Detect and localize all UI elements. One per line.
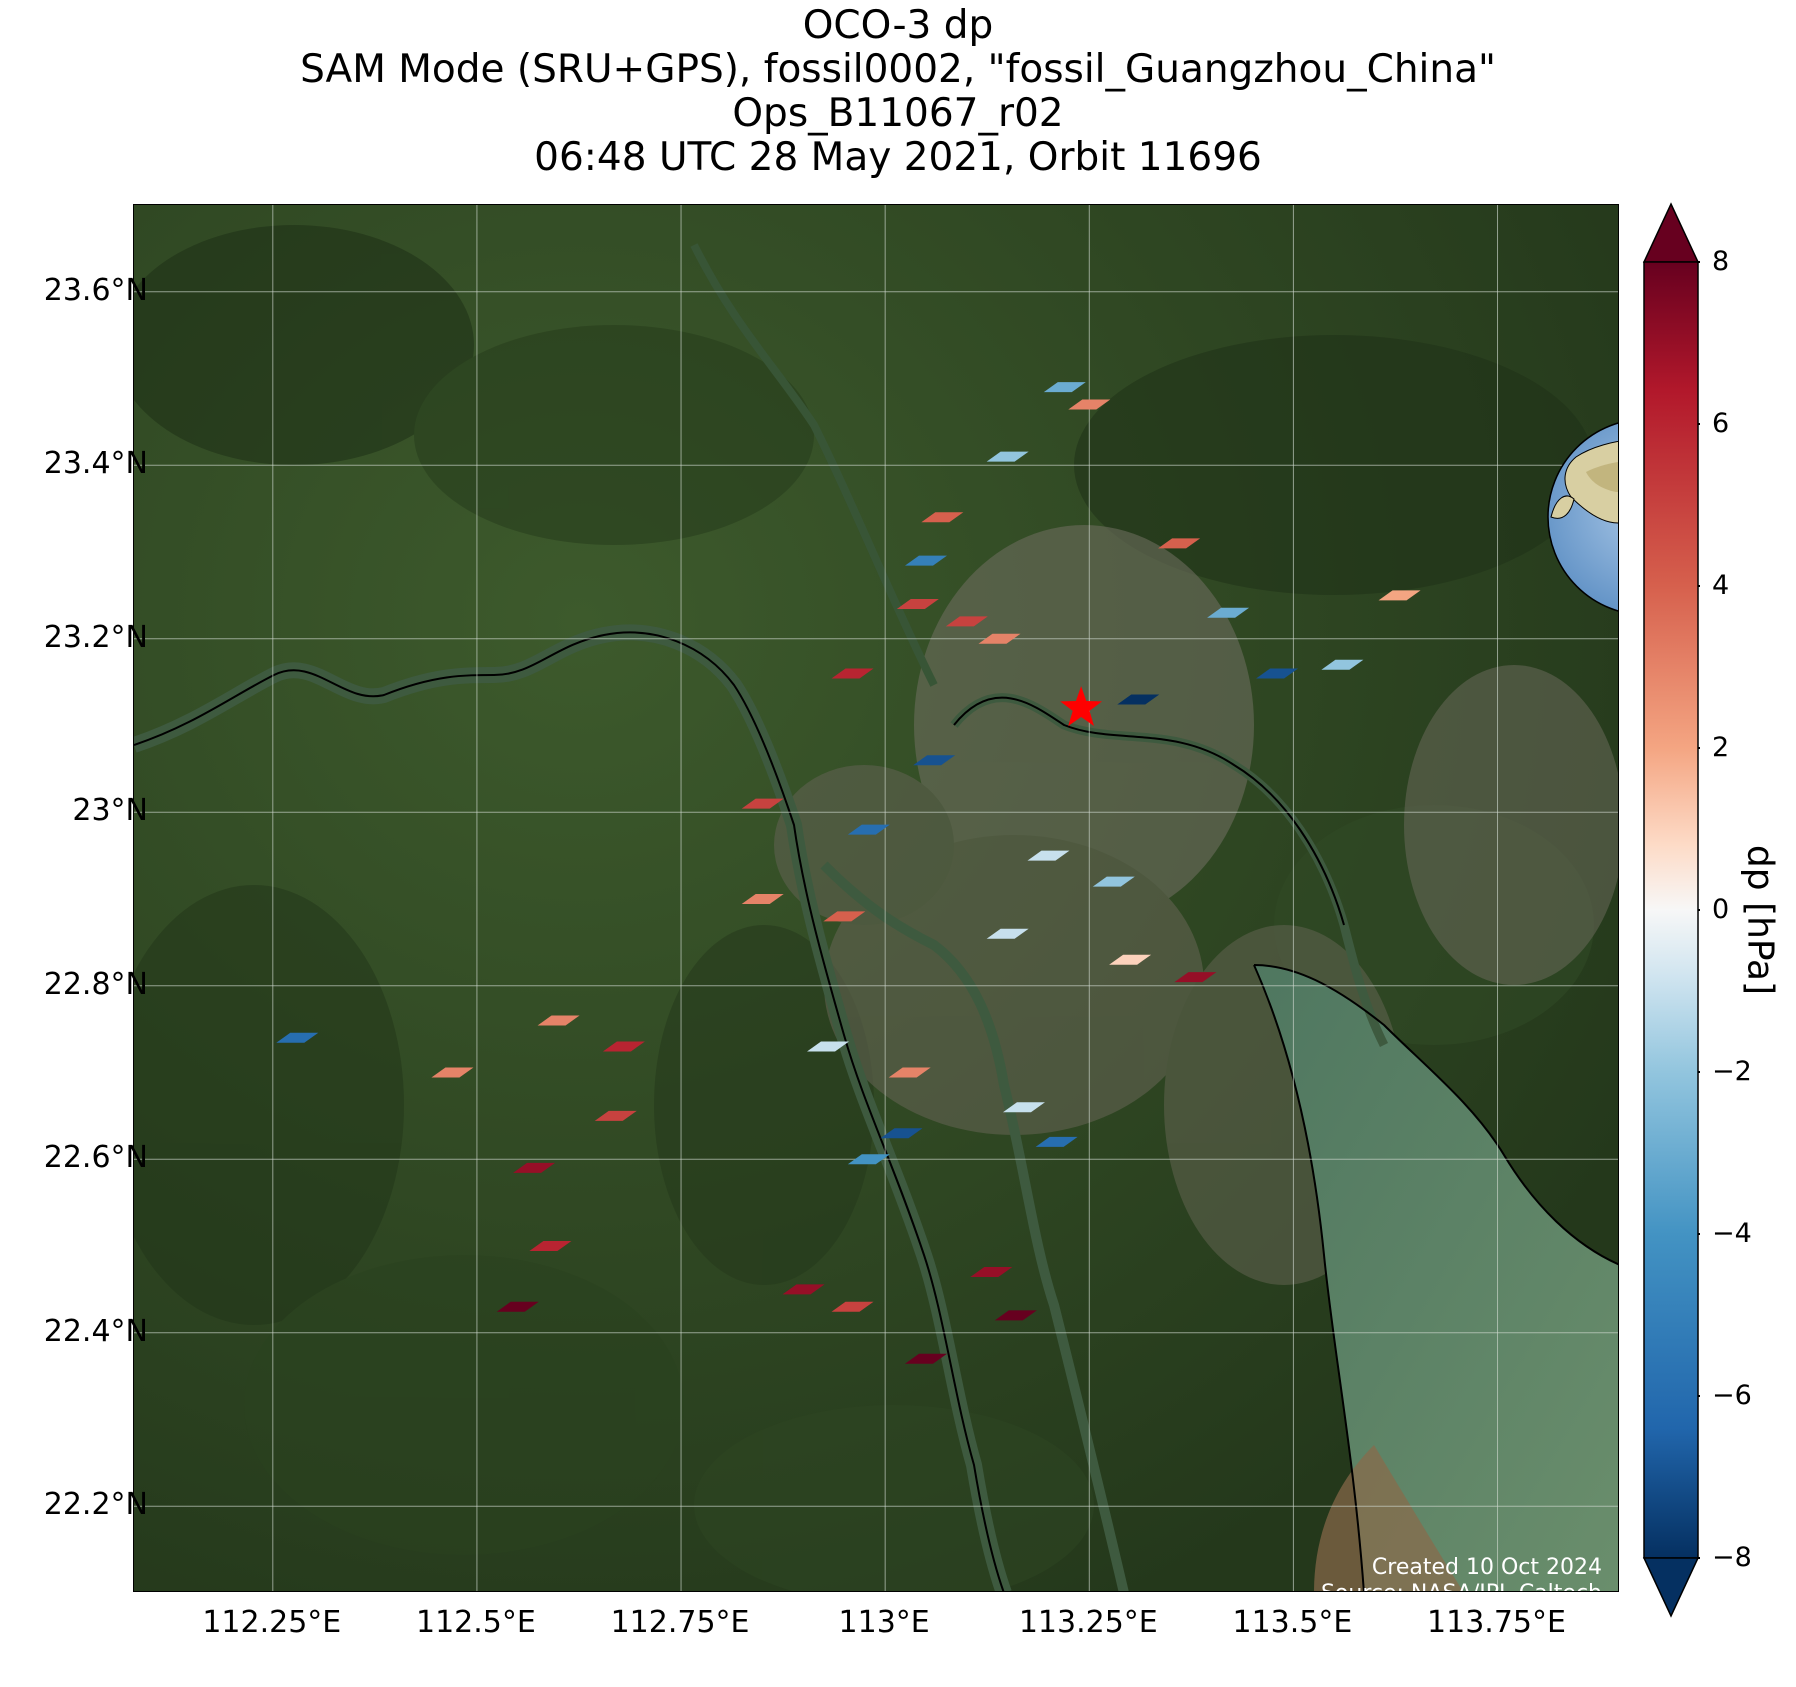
sounding-footprint <box>823 911 866 922</box>
sounding-footprint <box>1117 694 1160 705</box>
map-canvas[interactable] <box>134 205 1619 1592</box>
colorbar-extend-max <box>1642 202 1700 263</box>
sounding-footprint <box>807 1041 850 1052</box>
sounding-footprint <box>513 1162 556 1173</box>
sounding-footprint <box>594 1110 637 1121</box>
lat-tick-label: 22.8°N <box>43 966 148 1002</box>
coastline-estuary-east <box>1253 964 1618 1266</box>
sounding-footprint <box>1207 607 1250 618</box>
colorbar-tick-label: 8 <box>1712 246 1730 277</box>
coastline-west-river <box>134 631 1005 1591</box>
globe-himalaya <box>1586 462 1618 492</box>
sounding-footprint <box>276 1032 319 1043</box>
colorbar-tick-label: −8 <box>1712 1542 1752 1573</box>
title-line-4: 06:48 UTC 28 May 2021, Orbit 11696 <box>534 135 1262 180</box>
sounding-footprint <box>904 1353 947 1364</box>
sounding-footprint <box>978 633 1021 644</box>
sounding-footprint <box>986 928 1029 939</box>
colorbar-tick-label: 2 <box>1712 732 1730 763</box>
sounding-footprint <box>1043 382 1086 393</box>
colorbar <box>1642 202 1700 1618</box>
sounding-footprint <box>1256 668 1299 679</box>
sounding-footprint <box>1321 659 1364 670</box>
sediment-plume <box>1314 1445 1463 1591</box>
lat-tick-label: 22.4°N <box>43 1313 148 1349</box>
target-star-icon <box>1060 686 1103 726</box>
lon-tick-label: 112.25°E <box>202 1605 342 1640</box>
colorbar-tick-label: −4 <box>1712 1218 1752 1249</box>
sounding-footprint <box>847 824 890 835</box>
colorbar-tick-label: 6 <box>1712 408 1730 439</box>
sounding-footprints <box>276 382 1421 1364</box>
sounding-footprint <box>1027 850 1070 861</box>
sounding-footprint <box>782 1284 825 1295</box>
sounding-footprint <box>945 616 988 627</box>
sounding-footprint <box>904 555 947 566</box>
sounding-footprint <box>994 1310 1037 1321</box>
lon-tick-label: 113.25°E <box>1018 1605 1158 1640</box>
inset-globe <box>1547 422 1618 612</box>
globe-africa-edge <box>1550 495 1575 519</box>
sounding-footprint <box>913 755 956 766</box>
sounding-footprint <box>1068 399 1111 410</box>
sounding-footprint <box>1158 538 1201 549</box>
sounding-footprint <box>921 512 964 523</box>
lat-tick-label: 23.4°N <box>43 446 148 482</box>
title-line-3: Ops_B11067_r02 <box>732 91 1064 136</box>
estuary-water <box>1254 965 1618 1591</box>
north-river <box>820 861 1129 1591</box>
northern-river <box>690 243 938 687</box>
colorbar-gradient <box>1643 261 1699 1559</box>
sounding-footprint <box>1378 590 1421 601</box>
sounding-footprint <box>1035 1136 1078 1147</box>
sounding-footprint <box>896 599 939 610</box>
sounding-footprint <box>831 668 874 679</box>
colorbar-extend-min <box>1642 1557 1700 1618</box>
sounding-footprint <box>1092 876 1135 887</box>
sounding-footprint <box>1002 1102 1045 1113</box>
sounding-footprint <box>986 451 1029 462</box>
sounding-footprint <box>970 1267 1013 1278</box>
colorbar-tick-label: −2 <box>1712 1056 1752 1087</box>
title-line-1: OCO-3 dp <box>802 3 994 48</box>
lon-tick-label: 113.75°E <box>1427 1605 1566 1640</box>
lon-tick-label: 113.5°E <box>1232 1605 1353 1640</box>
colorbar-tick-label: −6 <box>1712 1380 1752 1411</box>
credit-created: Created 10 Oct 2024 <box>1371 1555 1602 1580</box>
coastline-estuary-west <box>1253 964 1365 1591</box>
lon-tick-label: 112.5°E <box>416 1605 536 1640</box>
graticule <box>134 205 1618 1591</box>
colorbar-tick-label: 0 <box>1712 894 1730 925</box>
sounding-footprint <box>831 1301 874 1312</box>
lat-tick-label: 23.2°N <box>43 619 148 655</box>
sounding-footprint <box>847 1154 890 1165</box>
lat-tick-label: 22.2°N <box>43 1487 148 1523</box>
sounding-footprint <box>888 1067 931 1078</box>
lat-tick-label: 23.6°N <box>43 272 148 308</box>
lon-tick-label: 113°E <box>838 1605 930 1640</box>
sounding-footprint <box>741 798 784 809</box>
colorbar-tick-label: 4 <box>1712 570 1730 601</box>
sounding-footprint <box>741 894 784 904</box>
map-panel[interactable]: Created 10 Oct 2024 Source: NASA/JPL-Cal… <box>133 204 1619 1592</box>
lat-tick-label: 22.6°N <box>43 1140 148 1176</box>
lon-tick-label: 112.75°E <box>610 1605 750 1640</box>
lat-tick-label: 23°N <box>72 793 148 829</box>
figure-title: OCO-3 dp SAM Mode (SRU+GPS), fossil0002,… <box>0 4 1796 180</box>
credit-source: Source: NASA/JPL-Caltech <box>1321 1581 1602 1591</box>
sounding-footprint <box>1174 972 1217 983</box>
sounding-footprint <box>529 1241 572 1251</box>
title-line-2: SAM Mode (SRU+GPS), fossil0002, "fossil_… <box>300 47 1496 92</box>
sounding-footprint <box>880 1128 923 1139</box>
sounding-footprint <box>602 1041 645 1052</box>
sounding-footprint <box>431 1067 474 1078</box>
coastline-pearl-river <box>953 696 1345 926</box>
sounding-footprint <box>537 1015 580 1026</box>
sounding-footprint <box>496 1301 539 1312</box>
colorbar-title: dp [hPa] <box>1739 844 1781 996</box>
sounding-footprint <box>1109 954 1152 965</box>
